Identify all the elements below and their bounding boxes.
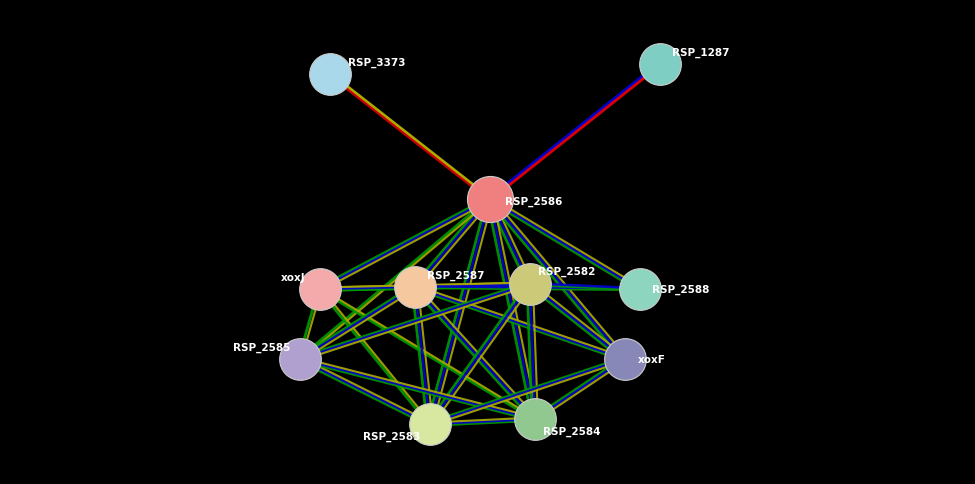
Point [422,420,438,428]
Text: RSP_3373: RSP_3373 [348,58,406,68]
Point [408,284,423,291]
Text: RSP_2584: RSP_2584 [543,426,601,436]
Text: xoxJ: xoxJ [281,272,305,283]
Point [652,61,668,69]
Text: xoxF: xoxF [638,354,666,364]
Text: RSP_2583: RSP_2583 [363,431,420,441]
Text: RSP_2585: RSP_2585 [233,342,290,352]
Text: RSP_2588: RSP_2588 [652,284,710,295]
Point [523,281,538,288]
Text: RSP_2587: RSP_2587 [427,270,485,281]
Point [312,286,328,293]
Point [483,196,498,203]
Point [292,355,308,363]
Text: RSP_1287: RSP_1287 [672,48,729,58]
Text: RSP_2586: RSP_2586 [505,197,563,207]
Point [527,415,543,423]
Point [632,286,647,293]
Text: RSP_2582: RSP_2582 [538,266,596,276]
Point [322,71,337,79]
Point [617,355,633,363]
